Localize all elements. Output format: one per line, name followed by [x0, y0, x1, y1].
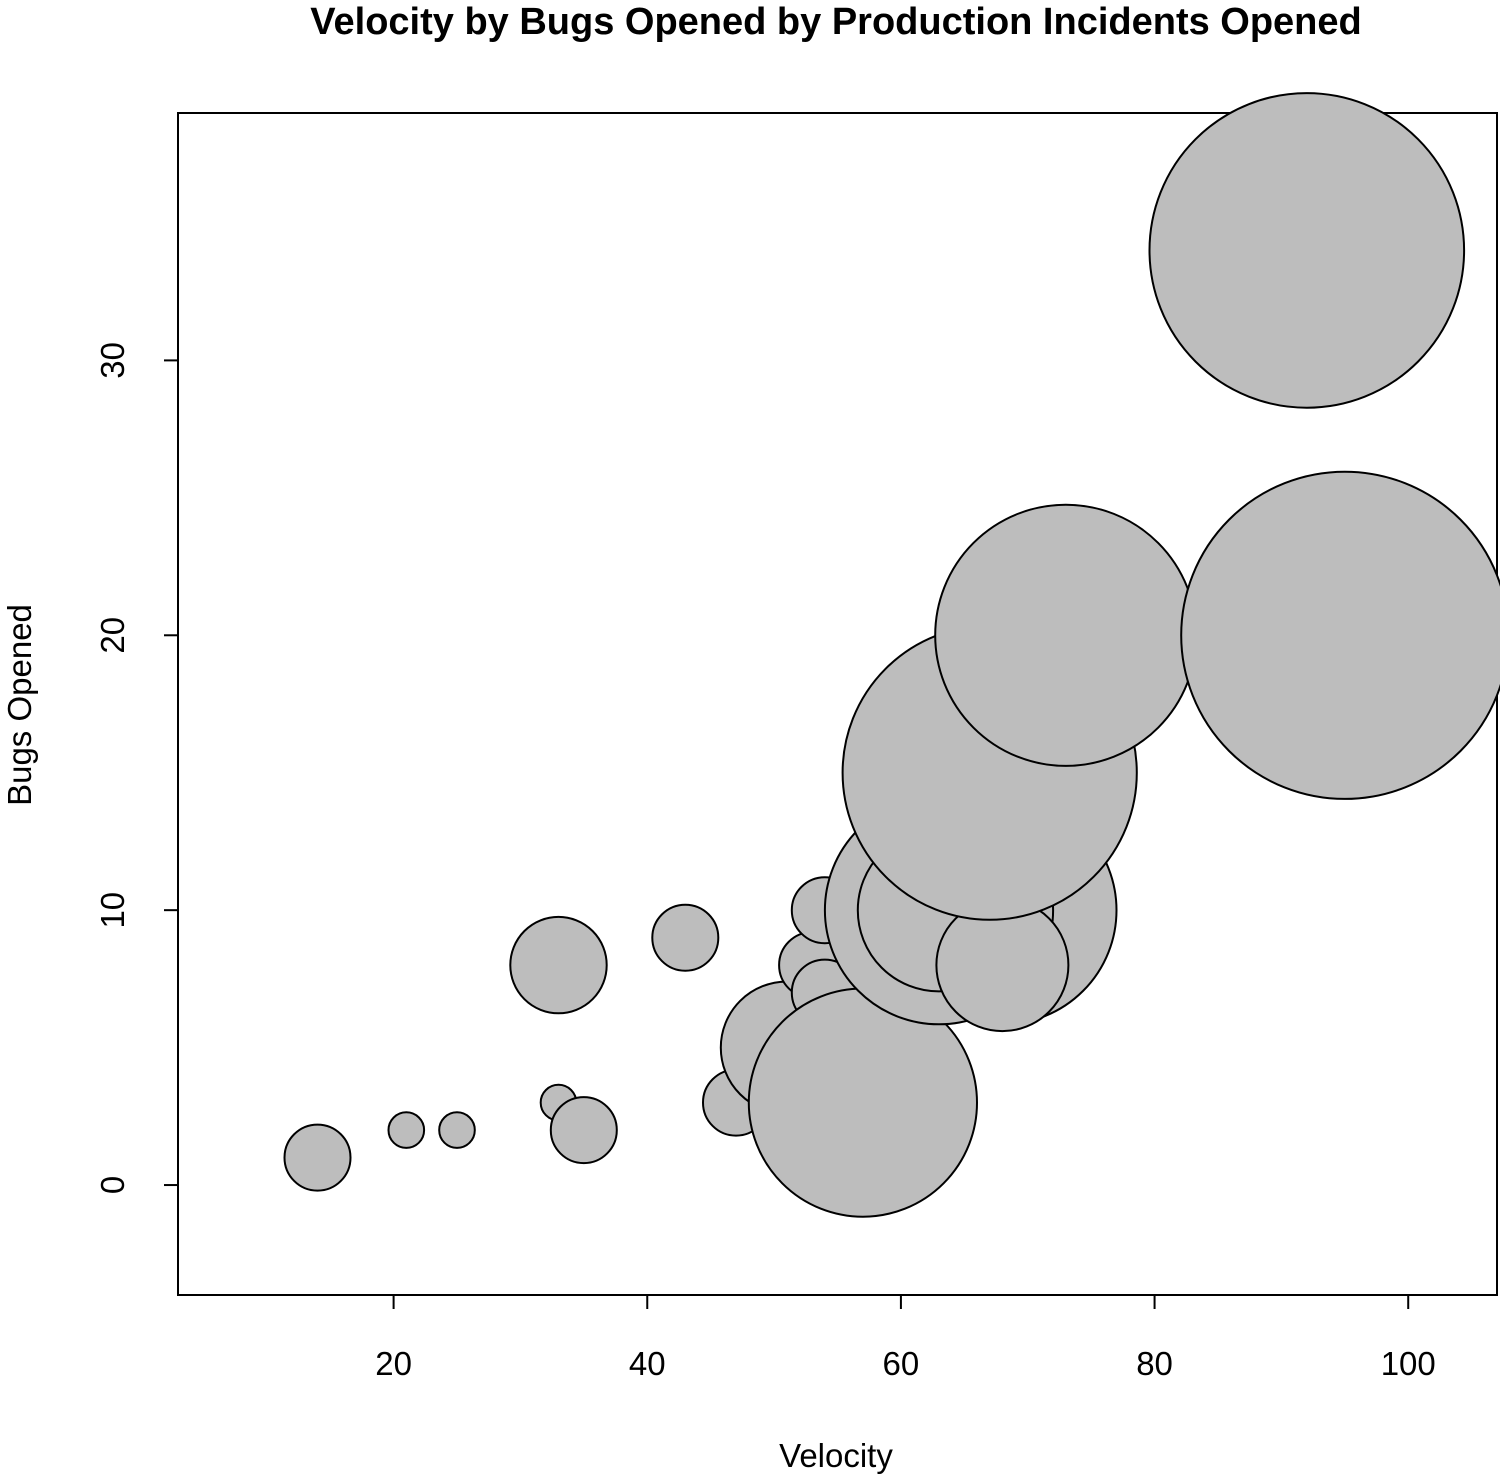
y-axis-ticks: 0 10 20 30 — [94, 342, 178, 1194]
bubble-point — [509, 915, 608, 1015]
bubble-layer — [283, 92, 1500, 1218]
x-axis-label: Velocity — [779, 1437, 893, 1474]
x-tick-label: 60 — [883, 1345, 920, 1382]
y-tick-label: 0 — [94, 1176, 131, 1194]
chart-title: Velocity by Bugs Opened by Production In… — [310, 1, 1362, 43]
y-tick-label: 10 — [94, 892, 131, 929]
bubble-point — [651, 903, 720, 972]
x-tick-label: 100 — [1381, 1345, 1436, 1382]
x-axis-ticks: 20 40 60 80 100 — [375, 1295, 1436, 1382]
bubble-point — [283, 1123, 352, 1192]
y-axis-label: Bugs Opened — [1, 604, 38, 806]
bubble-point — [549, 1096, 618, 1165]
x-tick-label: 80 — [1136, 1345, 1173, 1382]
bubble-point — [438, 1111, 476, 1149]
bubble-point — [1180, 470, 1500, 800]
bubble-point — [934, 503, 1198, 767]
x-tick-label: 20 — [375, 1345, 412, 1382]
y-tick-label: 20 — [94, 617, 131, 654]
x-tick-label: 40 — [629, 1345, 666, 1382]
bubble-point — [387, 1111, 426, 1149]
y-tick-label: 30 — [94, 342, 131, 379]
bubble-point — [1148, 92, 1466, 409]
